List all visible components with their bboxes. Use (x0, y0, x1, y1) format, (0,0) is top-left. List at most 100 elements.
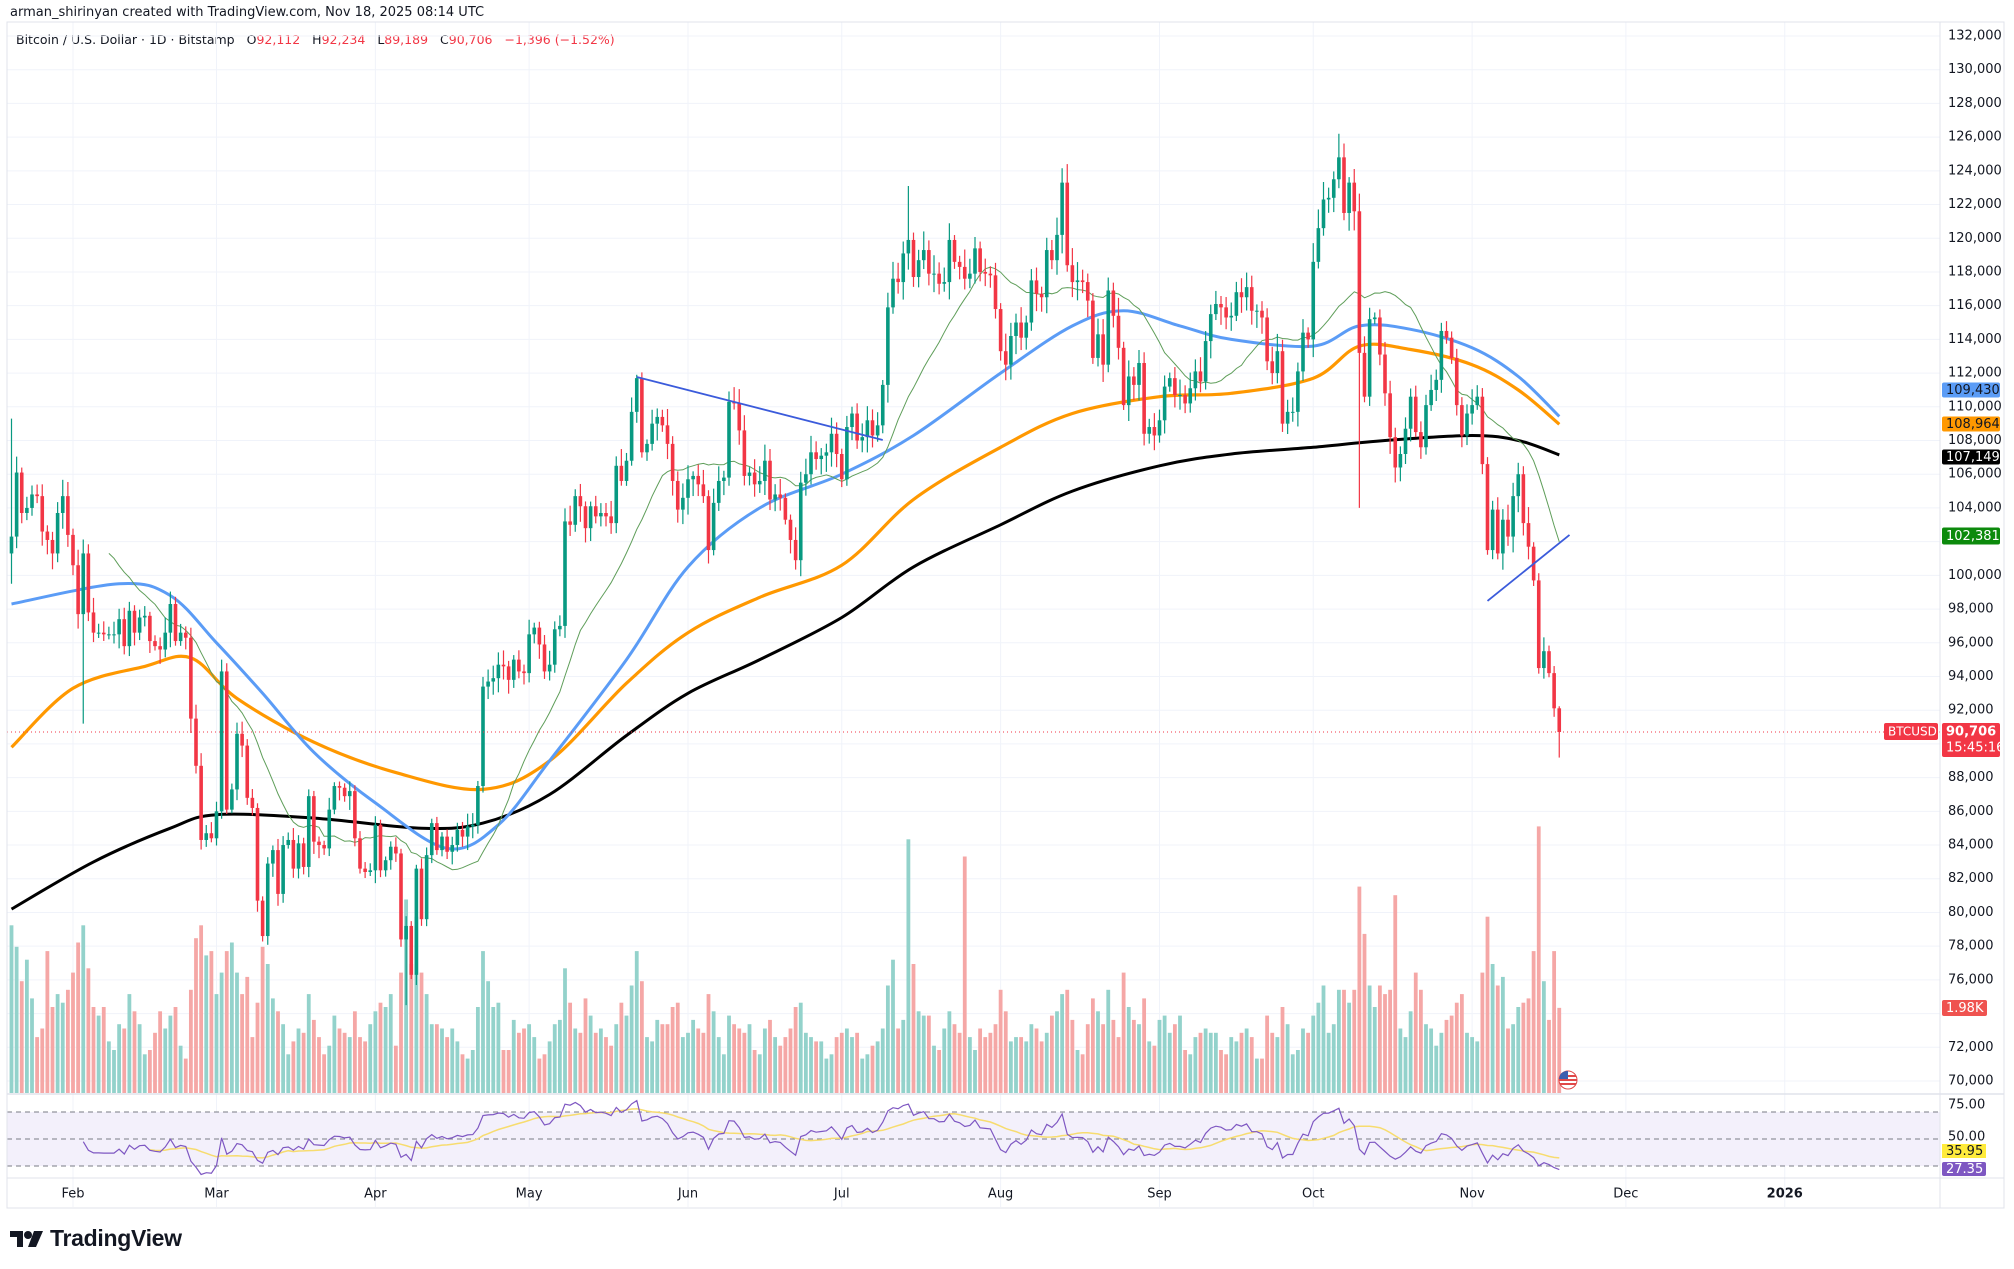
volume-bar (706, 994, 711, 1093)
candle-body (655, 416, 660, 424)
candle (388, 841, 393, 870)
candle-body (558, 625, 562, 630)
volume-bar (496, 1002, 501, 1093)
volume-bar (788, 1028, 793, 1093)
candle (511, 655, 516, 688)
candle-body (865, 420, 870, 438)
candle (691, 471, 695, 497)
candle-body (45, 531, 50, 540)
candle-body (845, 427, 849, 480)
candle (1106, 277, 1111, 373)
candle (163, 617, 168, 658)
tradingview-logo[interactable]: TradingView (10, 1225, 182, 1252)
volume-bar (1434, 1045, 1439, 1093)
candle (204, 825, 209, 847)
candle (276, 838, 280, 906)
volume-bar (916, 1011, 921, 1093)
us-flag-icon[interactable] (1558, 1070, 1578, 1090)
volume-bar (363, 1041, 368, 1093)
candle-body (1101, 334, 1105, 365)
candle-body (634, 378, 639, 412)
candle-body (1080, 280, 1085, 283)
candle (1244, 272, 1249, 311)
volume-bar (194, 938, 198, 1093)
candle (839, 448, 844, 488)
volume-bar (1152, 1045, 1157, 1093)
candle (199, 753, 203, 850)
volume-bar (106, 1041, 111, 1093)
volume-bar (183, 1058, 188, 1093)
price-tick-label: 94,000 (1948, 669, 1994, 684)
trendlines[interactable] (7, 376, 1940, 733)
candle (957, 255, 962, 280)
volume-bar (373, 1011, 378, 1093)
candle (148, 611, 152, 653)
candle (701, 469, 706, 503)
time-axis[interactable]: Feb Mar Apr May Jun Jul Aug Sep Oct Nov Dec 2026 (61, 1187, 1802, 1202)
time-tick-label: Sep (1147, 1187, 1172, 1202)
candle-body (640, 378, 644, 453)
candle-body (1352, 182, 1357, 212)
candle (1342, 143, 1346, 221)
candle (60, 479, 65, 529)
candle (1296, 362, 1300, 427)
volume-bar (1055, 1011, 1059, 1093)
volume-bar (1444, 1019, 1449, 1093)
volume-bar (1511, 1024, 1516, 1093)
candle (506, 660, 511, 694)
candle-body (1009, 336, 1013, 365)
candle-body (1126, 376, 1131, 406)
volume-bar (1541, 981, 1546, 1093)
candle-body (1485, 464, 1490, 551)
volume-bar (1357, 886, 1362, 1093)
candle-body (163, 632, 168, 650)
candle-body (1290, 411, 1295, 413)
trendline (636, 376, 883, 441)
volume-bar (1506, 1028, 1510, 1093)
ma-black-value-label: 107,149 (1946, 450, 2000, 465)
price-tick-label: 110,000 (1948, 399, 2002, 414)
last-price-bg (1942, 723, 2000, 758)
candle (306, 789, 311, 878)
candle (255, 803, 260, 912)
volume-bar (516, 1032, 521, 1093)
price-tick-label: 96,000 (1948, 635, 1994, 650)
candle (1337, 133, 1341, 189)
volume-bar (1388, 989, 1393, 1093)
rsi-pane[interactable] (7, 1099, 1940, 1176)
price-tick-label: 76,000 (1948, 972, 1994, 987)
candle (573, 489, 578, 532)
candle-body (1506, 519, 1510, 537)
volume-bar (609, 1045, 614, 1093)
candle-body (809, 452, 813, 475)
time-tick-label: May (516, 1187, 543, 1202)
candle-body (706, 496, 711, 551)
candle-body (691, 475, 695, 480)
volume-bar (112, 1050, 116, 1093)
volume-bar (301, 1032, 306, 1093)
candle-body (50, 539, 55, 554)
candle-body (112, 634, 116, 636)
volume-bar (1229, 1037, 1234, 1093)
volume-bar (1049, 1015, 1054, 1093)
candle (911, 232, 916, 287)
candle-body (629, 411, 634, 461)
candle (901, 241, 906, 300)
price-axis[interactable]: 132,000 130,000 128,000 126,000 124,000 122,0… (1884, 29, 2004, 1178)
volume-bar (834, 1037, 839, 1093)
candle-body (501, 664, 506, 667)
volume-bar (896, 1028, 901, 1093)
candle-body (1403, 428, 1408, 454)
candle (1362, 336, 1367, 403)
volume-bar (557, 1019, 562, 1093)
candle (1403, 417, 1408, 464)
candle-body (1495, 509, 1500, 554)
candle (1003, 333, 1008, 381)
candle (1229, 302, 1234, 331)
volume-bar (793, 1007, 798, 1093)
volume-bar (460, 1054, 465, 1093)
candle-body (224, 671, 229, 810)
candle (1239, 278, 1244, 313)
candle (670, 436, 675, 496)
